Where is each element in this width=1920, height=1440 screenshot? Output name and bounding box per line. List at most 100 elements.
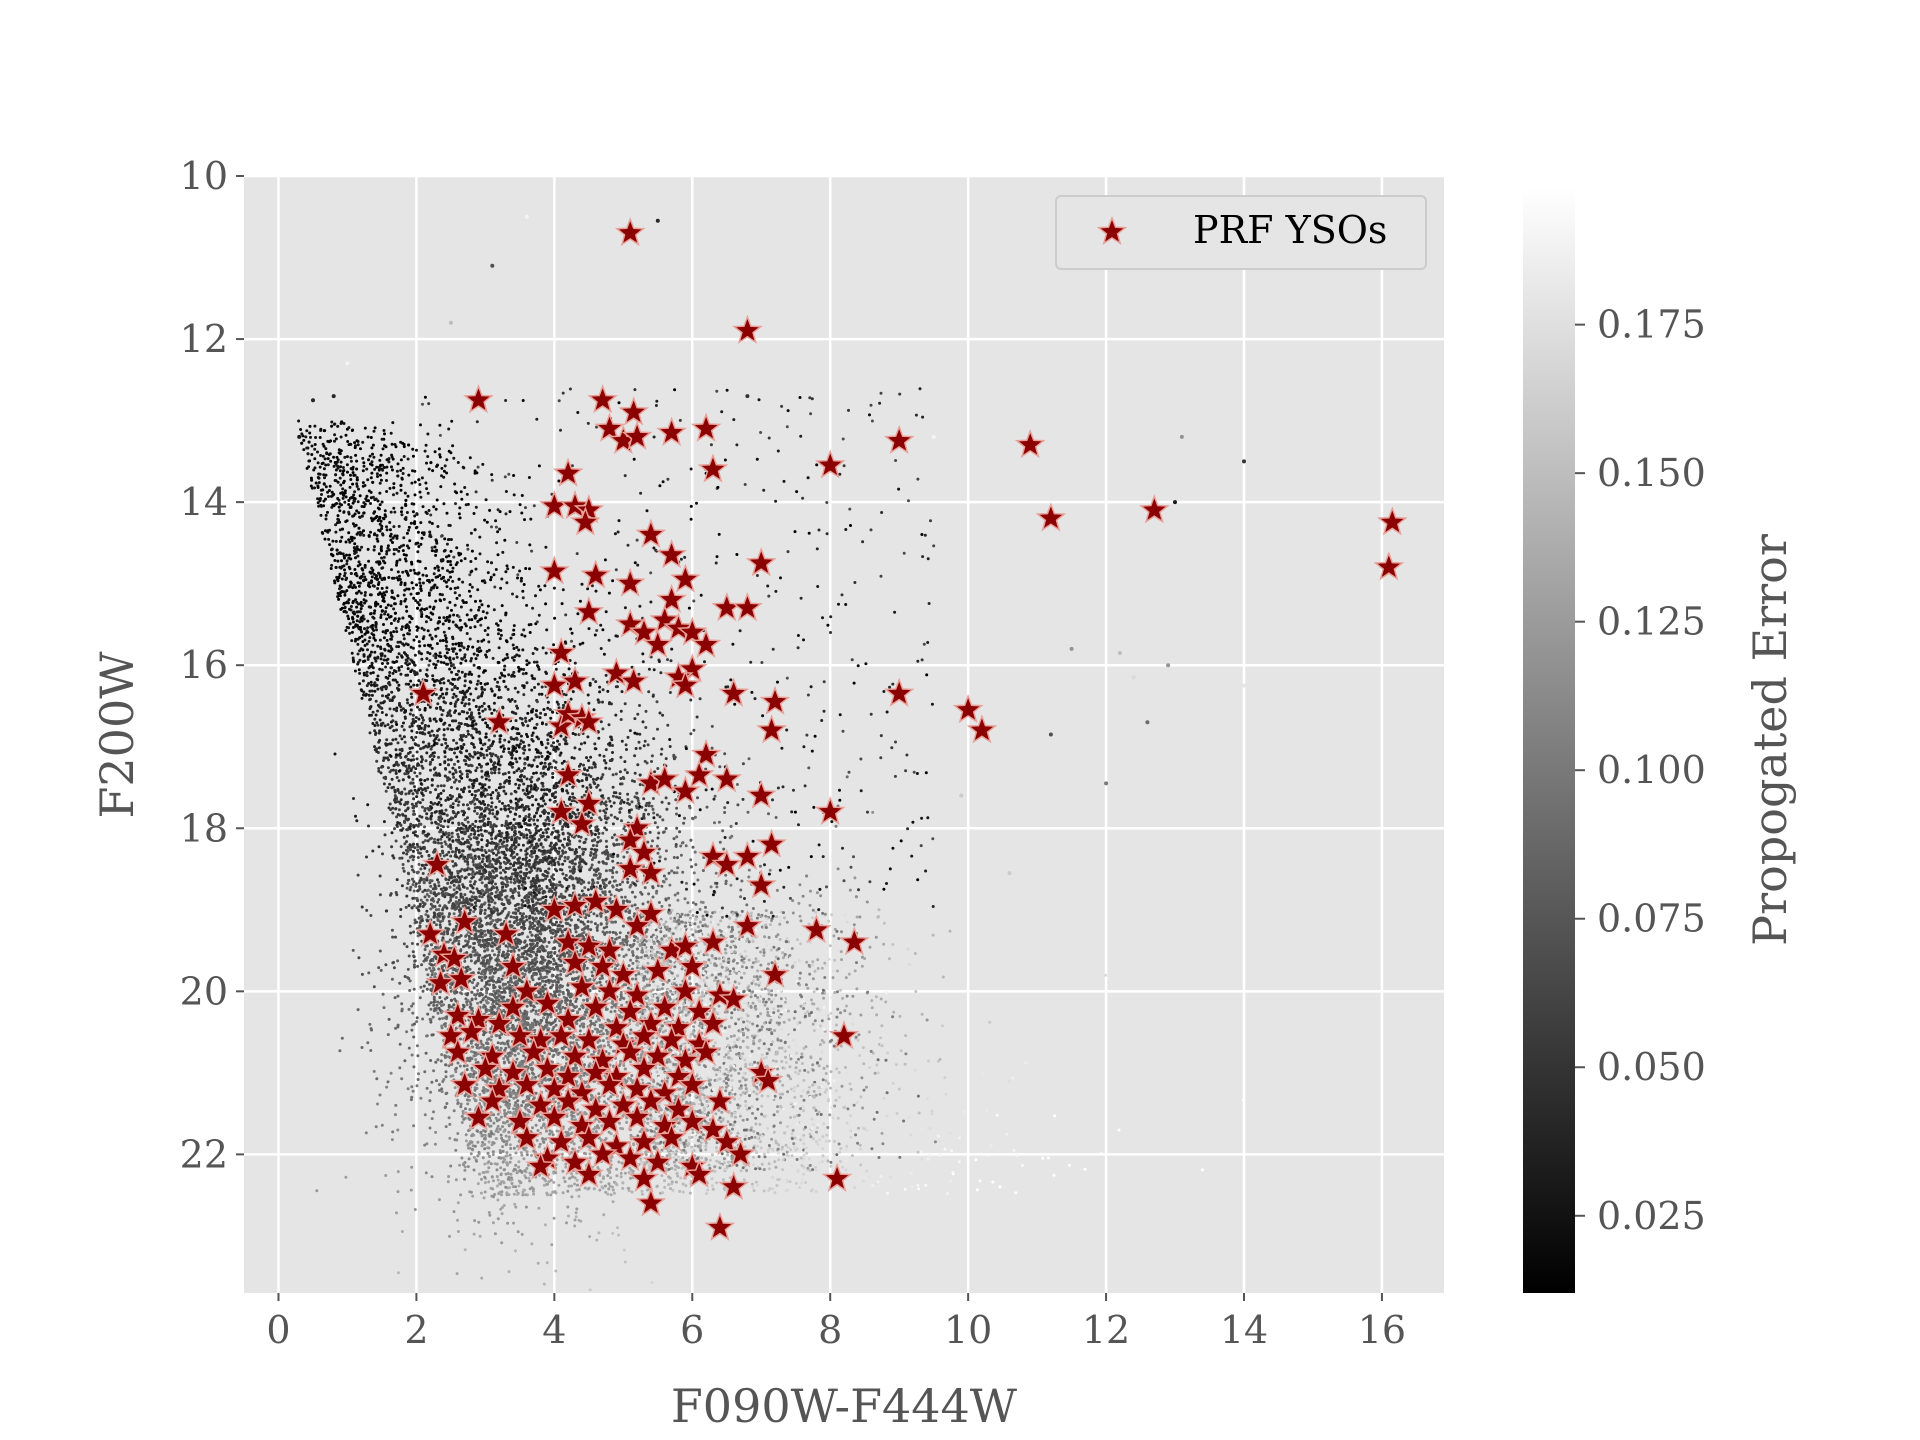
source-point	[363, 426, 367, 430]
source-point	[909, 1133, 913, 1137]
source-point	[411, 469, 414, 473]
source-point	[835, 1023, 838, 1027]
source-point	[405, 531, 409, 535]
source-point	[402, 593, 406, 597]
source-point	[570, 1172, 573, 1176]
source-point	[958, 1058, 962, 1062]
source-point	[353, 512, 357, 516]
source-point	[531, 652, 535, 655]
source-point	[369, 530, 372, 534]
source-point	[432, 505, 436, 509]
source-point	[611, 579, 615, 583]
source-point	[625, 748, 628, 751]
source-point	[454, 896, 458, 899]
source-point	[436, 626, 440, 630]
source-point	[449, 854, 453, 858]
source-point	[426, 745, 430, 749]
source-point	[844, 1168, 848, 1172]
source-point	[581, 641, 585, 645]
source-point	[459, 559, 463, 563]
source-point	[481, 709, 485, 713]
source-point	[670, 1182, 674, 1186]
source-point	[374, 713, 378, 717]
source-point	[496, 1124, 500, 1128]
source-point	[578, 1024, 582, 1028]
source-point	[871, 810, 875, 814]
source-point	[452, 912, 456, 916]
source-point	[432, 662, 436, 666]
source-point	[809, 1055, 813, 1059]
source-point	[366, 435, 370, 439]
source-point	[469, 837, 473, 841]
source-point	[784, 1055, 787, 1059]
source-point	[375, 677, 379, 681]
source-point	[609, 1193, 613, 1197]
source-point	[874, 1188, 877, 1192]
source-point	[1014, 1191, 1018, 1195]
source-point	[452, 738, 456, 742]
source-point	[611, 773, 615, 777]
source-point	[910, 1184, 914, 1188]
source-point	[528, 543, 532, 547]
source-point	[431, 607, 435, 611]
source-point	[755, 1092, 759, 1096]
source-point	[789, 1077, 793, 1081]
source-point	[464, 601, 468, 604]
source-point	[513, 1053, 517, 1057]
source-point	[385, 617, 389, 621]
source-point	[390, 699, 394, 702]
source-point	[425, 898, 429, 902]
source-point	[478, 1172, 481, 1176]
source-point	[419, 867, 423, 871]
source-point	[410, 481, 414, 485]
source-point	[486, 817, 490, 821]
source-point	[381, 516, 385, 520]
source-point	[386, 603, 390, 607]
source-point	[518, 503, 522, 507]
source-point	[887, 957, 891, 961]
source-point	[855, 1174, 859, 1178]
source-point	[664, 757, 668, 761]
source-point	[564, 1165, 568, 1169]
source-point	[448, 770, 452, 774]
source-point	[380, 668, 384, 672]
source-point	[373, 467, 377, 471]
source-point	[355, 467, 359, 471]
source-point	[680, 967, 684, 971]
source-point	[452, 692, 456, 696]
source-point	[439, 837, 443, 841]
source-point	[383, 724, 387, 728]
source-point	[362, 598, 366, 602]
source-point	[361, 481, 365, 485]
source-point	[642, 744, 646, 748]
source-point	[730, 1114, 734, 1118]
source-point	[409, 822, 413, 826]
source-point	[397, 524, 401, 528]
source-point	[519, 734, 523, 738]
source-point	[541, 845, 545, 849]
source-point	[419, 713, 423, 717]
source-point	[354, 453, 358, 457]
source-point	[555, 1129, 559, 1133]
source-point	[474, 557, 478, 560]
source-point	[370, 471, 374, 475]
source-point	[511, 643, 515, 647]
source-point	[347, 426, 351, 430]
source-point	[548, 1107, 552, 1111]
source-point	[441, 851, 445, 855]
source-point	[333, 559, 337, 562]
source-point	[844, 976, 848, 980]
source-point	[781, 1092, 784, 1096]
source-point	[345, 519, 349, 523]
source-point	[307, 465, 311, 469]
source-point	[834, 1089, 838, 1093]
source-point	[393, 602, 397, 606]
source-point	[532, 660, 536, 664]
source-point	[564, 850, 568, 854]
source-point	[611, 794, 615, 798]
source-point	[567, 667, 571, 671]
source-point	[536, 778, 539, 782]
source-point	[449, 701, 453, 705]
source-point	[604, 748, 608, 752]
source-point	[385, 528, 389, 532]
